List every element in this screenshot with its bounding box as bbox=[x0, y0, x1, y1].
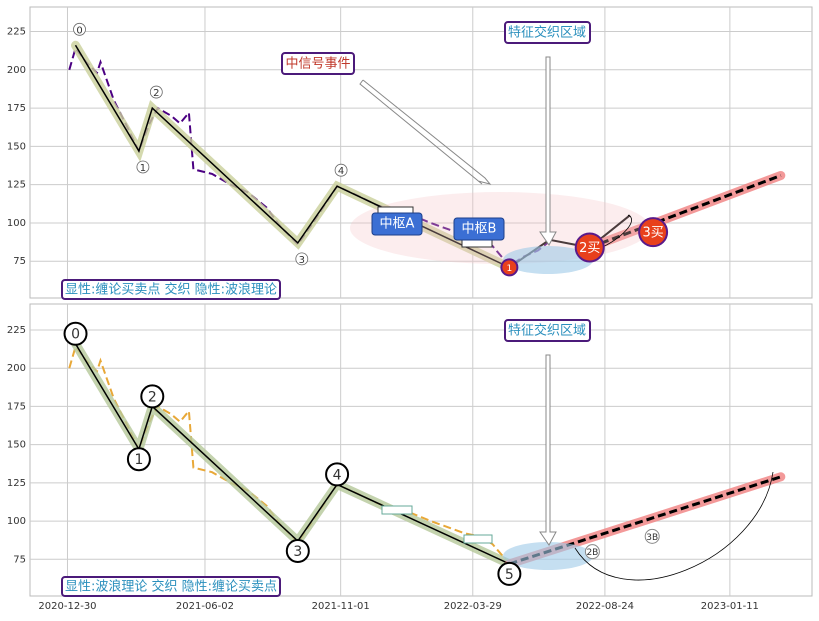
arrow bbox=[359, 79, 492, 185]
y-tick-label: 150 bbox=[7, 141, 26, 152]
wave-label: 0 bbox=[71, 327, 80, 343]
y-tick-label: 200 bbox=[7, 363, 26, 374]
annotation-text: 显性:缠论买卖点 交织 隐性:波浪理论 bbox=[65, 282, 277, 298]
y-tick-label: 150 bbox=[7, 440, 26, 451]
x-tick-label: 2021-06-02 bbox=[176, 601, 234, 612]
x-tick-label: 2022-08-24 bbox=[576, 601, 634, 612]
y-tick-label: 175 bbox=[7, 103, 26, 114]
annotation-text: 中信号事件 bbox=[285, 57, 350, 72]
annotation-text: 中枢B bbox=[462, 222, 497, 237]
wave-marker bbox=[126, 447, 151, 472]
y-tick-label: 225 bbox=[7, 325, 26, 336]
highlight bbox=[503, 246, 593, 274]
arrow bbox=[539, 354, 557, 546]
wave-label: 1 bbox=[134, 452, 143, 468]
x-tick-label: 2022-03-29 bbox=[444, 601, 502, 612]
arc bbox=[574, 471, 774, 581]
wave-marker bbox=[285, 538, 310, 563]
annotation-text: 显性:波浪理论 交织 隐性:缠论买卖点 bbox=[65, 579, 277, 595]
highlight bbox=[503, 542, 593, 570]
x-tick-label: 2023-01-11 bbox=[701, 601, 759, 612]
annotation-text: 特征交织区域 bbox=[508, 25, 586, 41]
y-tick-label: 125 bbox=[7, 180, 26, 191]
annotation-text: 特征交织区域 bbox=[508, 323, 586, 339]
y-tick-label: 200 bbox=[7, 65, 26, 76]
y-tick-label: 100 bbox=[7, 516, 26, 527]
wave-marker bbox=[295, 252, 309, 266]
y-tick-label: 100 bbox=[7, 218, 26, 229]
overlay: 0 1 2 3 4 1 2买 3买 0 1 2 3 4 5 2B 3B bbox=[63, 22, 669, 586]
wave-label: 3 bbox=[299, 255, 305, 266]
annotation-text: 中枢A bbox=[380, 217, 415, 232]
wave-label: 4 bbox=[333, 467, 342, 483]
y-tick-label: 75 bbox=[13, 554, 26, 565]
x-tick-label: 2021-11-01 bbox=[312, 601, 370, 612]
buy-point bbox=[500, 258, 519, 277]
x-tick-label: 2020-12-30 bbox=[38, 601, 96, 612]
wave-label: 5 bbox=[505, 567, 514, 583]
buy-label: 3B bbox=[646, 533, 658, 543]
wave-marker bbox=[149, 85, 163, 99]
buy-label: 3买 bbox=[642, 226, 663, 241]
plot-area bbox=[29, 6, 813, 299]
wave-marker bbox=[136, 160, 150, 174]
wave-marker bbox=[334, 163, 348, 177]
pivot-box bbox=[381, 505, 413, 515]
wave-label: 4 bbox=[338, 166, 344, 177]
wave-marker bbox=[63, 321, 88, 346]
wave-marker bbox=[325, 462, 350, 487]
buy-point bbox=[584, 544, 600, 560]
wave-label: 0 bbox=[76, 25, 82, 36]
buy-point bbox=[638, 217, 669, 248]
buy-label: 1 bbox=[507, 264, 513, 274]
series-line bbox=[74, 343, 510, 565]
arrow bbox=[539, 56, 557, 246]
wave-marker bbox=[73, 22, 86, 36]
wave-marker bbox=[497, 561, 522, 586]
wave-label: 1 bbox=[140, 163, 146, 174]
y-tick-label: 75 bbox=[13, 256, 26, 267]
plot-area bbox=[29, 303, 813, 597]
pivot-box bbox=[463, 534, 493, 544]
buy-point bbox=[574, 232, 605, 263]
y-tick-label: 175 bbox=[7, 401, 26, 412]
wave-label: 3 bbox=[293, 544, 302, 560]
series-line bbox=[74, 44, 510, 269]
buy-point bbox=[644, 528, 660, 544]
y-tick-label: 225 bbox=[7, 27, 26, 38]
y-tick-label: 125 bbox=[7, 478, 26, 489]
arc bbox=[599, 214, 632, 249]
annotation: 中信号事件 特征交织区域 显性:缠论买卖点 交织 隐性:波浪理论 中枢A 中枢B… bbox=[61, 21, 591, 597]
wave-label: 2 bbox=[148, 389, 157, 405]
series-line bbox=[589, 174, 782, 249]
buy-label: 2买 bbox=[579, 241, 600, 256]
buy-label: 2B bbox=[586, 548, 598, 558]
wave-marker bbox=[140, 384, 165, 409]
wave-label: 2 bbox=[153, 88, 159, 99]
